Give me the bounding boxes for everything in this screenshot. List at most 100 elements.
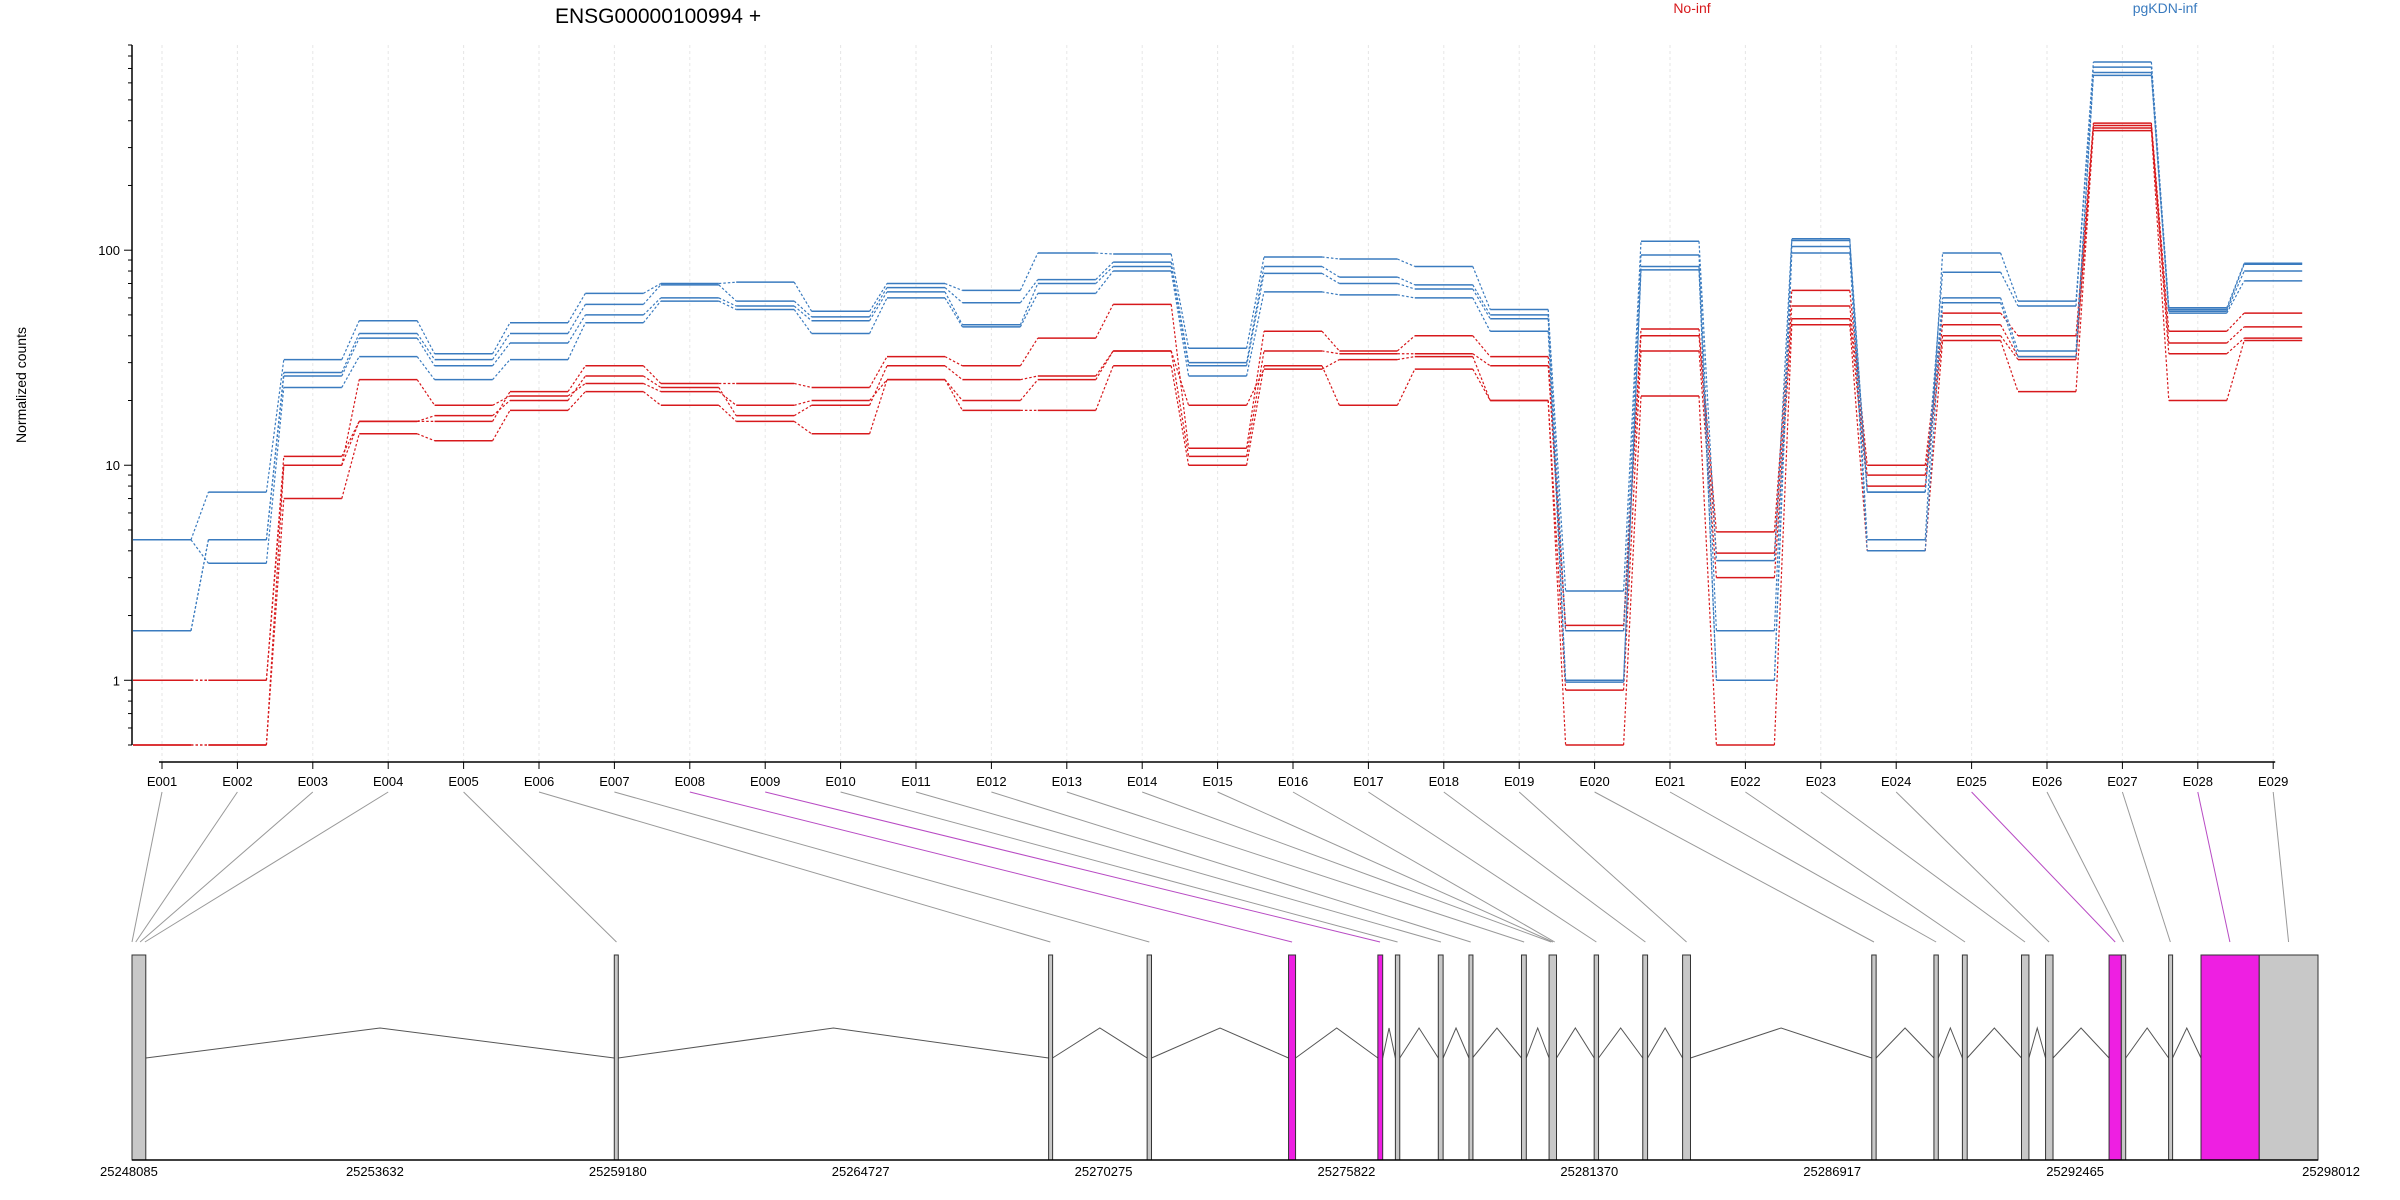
series-connector (1246, 331, 1265, 449)
series-connector (2226, 270, 2245, 312)
series-connector (1019, 252, 1039, 291)
series-connector (1246, 365, 1265, 466)
genome-coordinate-label: 25259180 (589, 1164, 647, 1179)
series-connector (2150, 125, 2170, 344)
axes: 1 10 100 E001 E002 E003 E004 E005 E006 E007 E008 E0… (98, 44, 2288, 789)
series-connector (869, 283, 888, 312)
x-tick-label-E001: E001 (147, 774, 177, 789)
series-connector (2150, 75, 2170, 314)
series-connector (265, 465, 285, 681)
y-tick-label: 10 (106, 458, 120, 473)
x-tick-label-E026: E026 (2032, 774, 2062, 789)
intron-line (1647, 1027, 1684, 1059)
series-connector (567, 304, 586, 334)
x-tick-label-E021: E021 (1655, 774, 1685, 789)
series-connector (1246, 291, 1265, 377)
bin-connector-line (1745, 791, 1966, 943)
series-connector (718, 387, 737, 416)
series-connector (1397, 276, 1416, 286)
bin-connector-line (915, 791, 1442, 943)
series-connector (2000, 252, 2019, 302)
series-connector (1020, 375, 1038, 381)
series-connector (1924, 302, 1944, 551)
series-connector (869, 379, 888, 401)
intron-line (1875, 1027, 1935, 1059)
legend-pgkdn-inf: pgKDN-inf (2133, 0, 2198, 16)
series-connector (1246, 350, 1265, 457)
series-connector (642, 297, 662, 316)
series-connector (1773, 290, 1793, 532)
series-connector (718, 404, 737, 422)
series-connector (1246, 266, 1265, 363)
series-connector (341, 356, 360, 388)
series-connector (1472, 356, 1491, 401)
series-connector (1924, 324, 1944, 476)
series-connector (642, 300, 662, 324)
intron-line (2052, 1027, 2110, 1059)
series-connector (869, 287, 888, 318)
series-connector (869, 365, 888, 406)
series-connector (944, 379, 963, 401)
series-connector (2150, 130, 2170, 401)
series-connector (1472, 266, 1491, 310)
series-connector (1321, 365, 1340, 406)
series-connector (341, 421, 360, 466)
series-connector (1170, 266, 1190, 366)
exon-block (2258, 954, 2319, 1161)
series-connector (1472, 284, 1491, 316)
bin-connector-line (1368, 791, 1597, 943)
x-tick-label-E015: E015 (1202, 774, 1232, 789)
grid-lines (161, 45, 2274, 762)
series-connector (190, 491, 209, 541)
series-connector (794, 382, 812, 389)
bin-connectors (131, 791, 2290, 943)
series-connector (1397, 335, 1416, 352)
series-connector (341, 433, 360, 499)
x-tick-label-E028: E028 (2183, 774, 2213, 789)
x-tick-label-E006: E006 (524, 774, 554, 789)
x-tick-label-E025: E025 (1956, 774, 1986, 789)
series-connector (1849, 246, 1868, 493)
series-connector (944, 356, 963, 367)
series-connector (793, 404, 812, 417)
series-connector (1397, 356, 1415, 361)
series-connector (567, 365, 586, 392)
genome-coordinate-label: 25270275 (1075, 1164, 1133, 1179)
series-connector (944, 297, 963, 328)
intron-line (1382, 1027, 1396, 1059)
series-connector (492, 322, 511, 355)
series-connector (869, 297, 888, 334)
intron-line (1151, 1027, 1289, 1059)
series-connector (793, 309, 813, 334)
series-connector (2075, 72, 2094, 351)
series-connector (417, 415, 435, 422)
series-connector (793, 300, 813, 318)
series-connector (1321, 291, 1340, 296)
bin-connector-line (2046, 791, 2124, 943)
series-connector (1246, 273, 1265, 366)
series-connector (1773, 318, 1793, 578)
x-tick-label-E018: E018 (1429, 774, 1459, 789)
series-connector (643, 375, 662, 388)
series-connector (794, 399, 812, 406)
exon-block (131, 954, 147, 1161)
intron-line (1472, 1027, 1522, 1059)
series-connector (492, 395, 511, 406)
series-3 (133, 127, 2303, 746)
series-connector (265, 375, 285, 540)
exon-block (1394, 954, 1401, 1161)
bin-connector-line (765, 791, 1381, 943)
series-connector (1472, 335, 1491, 357)
x-tick-label-E027: E027 (2107, 774, 2137, 789)
intron-line (1525, 1026, 1550, 1059)
series-connector (567, 391, 586, 411)
exon-block (2120, 954, 2127, 1161)
series-connector (492, 342, 511, 367)
series-connector (1623, 241, 1642, 592)
series-connector (1924, 297, 1944, 493)
series-connector (341, 320, 360, 360)
exon-block (1520, 954, 1527, 1161)
series-connector (718, 297, 737, 307)
gene-model: 25248085 25253632 25259180 25264727 25270275… (100, 954, 2360, 1179)
series-connector (2226, 340, 2245, 401)
